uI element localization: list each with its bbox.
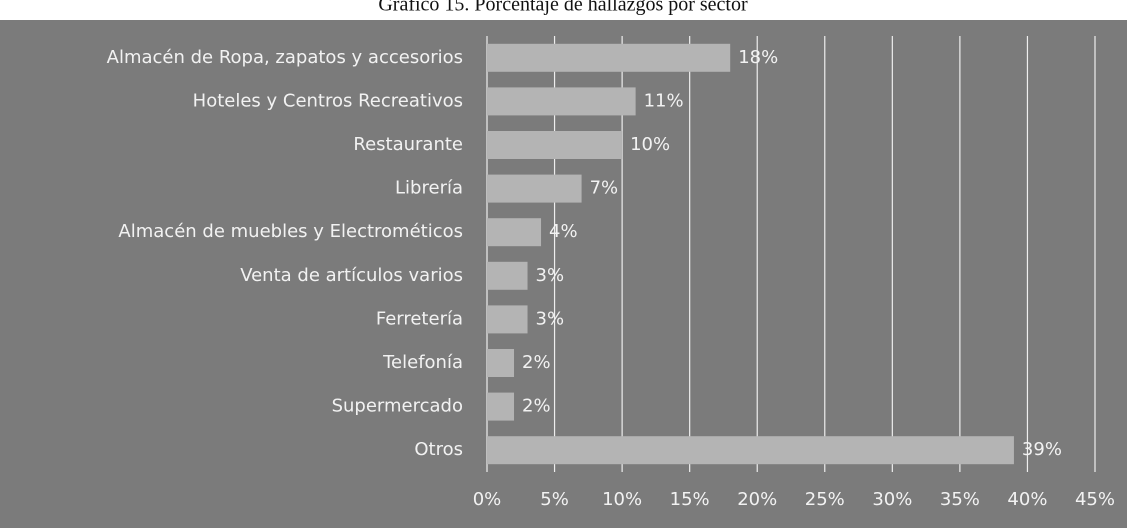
bar [487,174,582,203]
x-tick-label: 30% [872,489,912,510]
bar [487,261,528,290]
value-label: 11% [644,90,684,111]
chart-title: Gráfico 15. Porcentaje de hallazgos por … [378,0,748,16]
y-tick-label: Hoteles y Centros Recreativos [193,90,463,111]
y-tick-label: Restaurante [353,134,463,155]
x-tick-label: 45% [1075,489,1115,510]
x-tick-label: 25% [805,489,845,510]
x-tick-label: 0% [473,489,502,510]
value-label: 4% [549,221,578,242]
x-tick-label: 35% [940,489,980,510]
bar [487,43,731,72]
bar [487,87,636,116]
bar [487,436,1014,465]
value-label: 3% [536,308,565,329]
bar [487,349,515,377]
x-tick-label: 5% [540,489,569,510]
value-label: 2% [522,396,551,417]
y-tick-label: Almacén de muebles y Electrométicos [118,221,463,242]
x-tick-label: 15% [670,489,710,510]
y-tick-label: Librería [395,178,463,199]
value-label: 10% [630,134,670,155]
y-tick-label: Almacén de Ropa, zapatos y accesorios [107,47,463,68]
x-tick-label: 10% [602,489,642,510]
y-tick-label: Supermercado [332,396,463,417]
value-label: 18% [738,47,778,68]
y-tick-label: Ferretería [376,308,463,329]
y-tick-label: Otros [414,439,463,460]
bar [487,305,528,334]
y-tick-label: Venta de artículos varios [240,265,463,286]
x-tick-label: 20% [737,489,777,510]
value-label: 2% [522,352,551,373]
value-label: 3% [536,265,565,286]
y-tick-label: Telefonía [382,352,463,373]
value-label: 39% [1022,439,1062,460]
bar [487,218,542,247]
x-tick-label: 40% [1007,489,1047,510]
value-label: 7% [590,178,619,199]
bar [487,392,515,421]
bar [487,131,623,159]
